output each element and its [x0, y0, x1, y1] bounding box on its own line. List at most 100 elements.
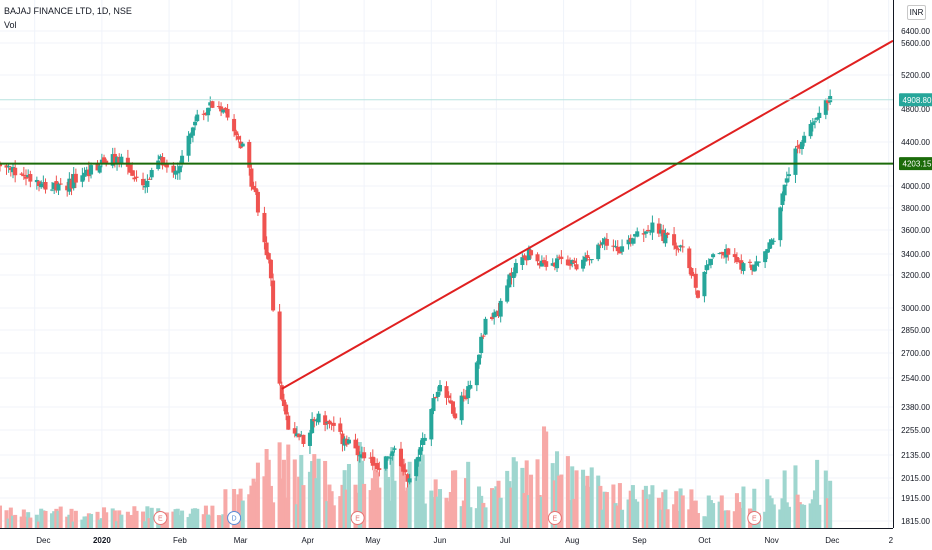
- price-tick-label: 3000.00: [901, 304, 930, 313]
- volume-bar: [71, 521, 76, 528]
- volume-bar: [825, 498, 830, 528]
- candle-body: [505, 285, 510, 302]
- candle-body: [253, 188, 258, 193]
- candle-body: [277, 311, 282, 384]
- time-tick-label: May: [365, 536, 380, 545]
- volume-bar: [797, 502, 802, 528]
- price-tick-label: 2135.00: [901, 451, 930, 460]
- volume-bar: [719, 495, 724, 528]
- drawings[interactable]: [0, 39, 894, 390]
- candle-body: [357, 455, 362, 457]
- candle-body: [825, 99, 830, 104]
- price-tick-label: 2540.00: [901, 374, 930, 383]
- candle-body: [388, 457, 393, 459]
- price-tick-label: 5200.00: [901, 71, 930, 80]
- volume-bar: [277, 442, 282, 528]
- volume-bar: [422, 503, 427, 528]
- candle-body: [164, 163, 169, 168]
- volume-bar: [695, 513, 700, 528]
- volume-bar: [539, 496, 544, 528]
- volume-bar: [368, 490, 373, 528]
- candle-body: [327, 420, 332, 425]
- candle-body: [26, 175, 31, 177]
- candle-body: [130, 170, 135, 176]
- candle-body: [724, 248, 729, 258]
- event-marker[interactable]: E: [350, 511, 365, 525]
- candle-body: [448, 400, 453, 404]
- event-marker[interactable]: D: [227, 511, 242, 525]
- volume-bar: [95, 511, 100, 528]
- volume-bar: [359, 460, 364, 528]
- candle-body: [763, 251, 768, 263]
- volume-bar: [39, 508, 44, 528]
- candle-body: [630, 238, 635, 244]
- candle-body: [147, 178, 152, 180]
- candle-body: [780, 193, 785, 205]
- candle-body: [186, 135, 191, 156]
- volume-bar: [403, 490, 408, 528]
- candle-body: [54, 181, 59, 191]
- volume-bar: [232, 488, 237, 528]
- time-axis[interactable]: Dec 2020 Feb Mar Apr May Jun Jul Aug Sep Oct Nov Dec…: [0, 0, 894, 545]
- volume-bar: [190, 508, 195, 528]
- symbol-title[interactable]: BAJAJ FINANCE LTD, 1D, NSE: [4, 6, 132, 16]
- candle-body: [292, 428, 297, 434]
- volume-bar: [490, 488, 495, 528]
- currency-label[interactable]: INR: [907, 5, 926, 20]
- candle-body: [418, 447, 423, 455]
- time-tick-label: Feb: [173, 536, 187, 545]
- volume-bar: [780, 498, 785, 528]
- time-tick-label: Nov: [765, 536, 779, 545]
- candle-body: [542, 260, 547, 264]
- event-marker[interactable]: E: [747, 511, 762, 525]
- price-tick-label: 1815.00: [901, 517, 930, 526]
- event-icon[interactable]: [747, 511, 762, 525]
- volume-bar: [89, 513, 94, 528]
- candle-body: [737, 260, 742, 262]
- candle-body: [810, 122, 815, 125]
- candle-body: [461, 395, 466, 397]
- volume-bar: [711, 503, 716, 528]
- candle-body: [71, 174, 76, 189]
- candle-body: [180, 155, 185, 164]
- volume-bar: [416, 459, 421, 528]
- volume-bar: [353, 484, 358, 528]
- price-tick-label: 3600.00: [901, 226, 930, 235]
- trend-line[interactable]: [281, 39, 894, 390]
- volume-bar: [112, 510, 117, 528]
- event-icon[interactable]: [547, 511, 562, 525]
- volume-bar: [559, 474, 564, 528]
- event-label: E: [553, 516, 558, 523]
- volume-bar: [574, 470, 579, 528]
- volume-bar: [117, 510, 122, 528]
- candle-body: [422, 437, 427, 441]
- volume-bar: [294, 504, 299, 528]
- volume-bar: [598, 485, 603, 528]
- candle-body: [0, 163, 3, 167]
- time-tick-label: Jul: [500, 536, 510, 545]
- candle-body: [812, 121, 817, 123]
- candle-body: [611, 245, 616, 247]
- price-axis[interactable]: 6400.00 5600.00 5200.00 4800.00 4400.00 4000.…: [901, 27, 930, 526]
- event-icon[interactable]: [153, 511, 168, 525]
- volume-bar: [299, 454, 304, 528]
- event-marker[interactable]: E: [547, 511, 562, 525]
- event-icon[interactable]: [227, 511, 242, 525]
- event-icon[interactable]: [350, 511, 365, 525]
- volume-bar: [799, 504, 804, 528]
- volume-bar: [815, 459, 820, 528]
- candle-body: [708, 258, 713, 265]
- event-marker[interactable]: E: [153, 511, 168, 525]
- volume-bar: [186, 517, 191, 528]
- volume-bar: [650, 485, 655, 528]
- event-label: E: [355, 516, 360, 523]
- volume-bar: [741, 486, 746, 528]
- candle-body: [719, 252, 724, 254]
- volume-bar: [253, 481, 258, 528]
- volume-bar: [175, 508, 180, 528]
- volume-bar: [372, 470, 377, 528]
- volume-label[interactable]: Vol: [4, 20, 17, 30]
- candle-body: [19, 173, 24, 175]
